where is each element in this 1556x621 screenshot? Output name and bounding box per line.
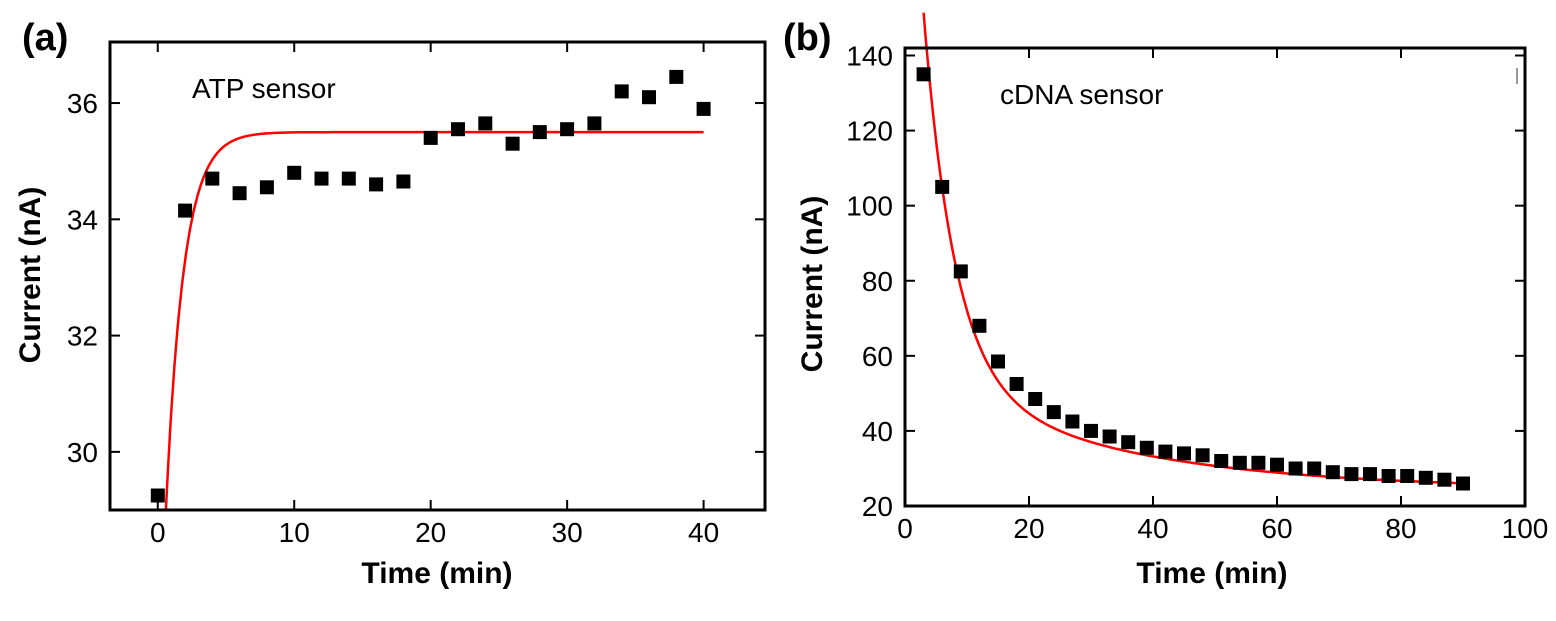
data-point [232, 186, 247, 201]
x-tick-label: 0 [150, 517, 166, 548]
y-tick-label: 30 [67, 437, 98, 468]
y-tick-label: 34 [67, 204, 98, 235]
data-point [178, 203, 193, 218]
data-point [423, 130, 438, 145]
panel-b-chart: (b) cDNA sensor Time (min) Current (nA) … [783, 12, 1548, 590]
data-point [614, 84, 629, 99]
panel-a-plot-frame [108, 40, 767, 512]
y-tick-label: 80 [862, 266, 893, 297]
data-point [1195, 448, 1210, 463]
panel-b-x-axis-title: Time (min) [1136, 557, 1287, 590]
data-point [1270, 457, 1284, 472]
y-tick-label: 36 [67, 88, 98, 119]
data-point [560, 122, 575, 137]
data-point [1325, 465, 1340, 480]
data-point [1307, 461, 1322, 476]
panel-b-annotation: cDNA sensor [1000, 79, 1163, 110]
data-point [205, 171, 220, 186]
y-tick-label: 100 [846, 191, 893, 222]
data-point [396, 174, 411, 189]
data-point [532, 125, 547, 140]
data-point [953, 264, 968, 279]
x-tick-label: 40 [688, 517, 719, 548]
data-point [1158, 444, 1173, 459]
data-point [259, 180, 274, 195]
data-point [478, 116, 493, 131]
data-point [341, 171, 356, 186]
data-point [916, 67, 931, 82]
data-point [1121, 435, 1136, 450]
data-point [696, 101, 711, 116]
x-tick-label: 100 [1502, 513, 1549, 544]
data-point [287, 165, 302, 180]
y-tick-label: 140 [846, 41, 893, 72]
data-point [1046, 405, 1061, 420]
data-point [1400, 469, 1415, 483]
data-point [451, 122, 465, 137]
data-point [1028, 392, 1043, 406]
data-point [150, 488, 165, 503]
data-point [1102, 429, 1117, 444]
data-point [314, 171, 329, 186]
data-point [1344, 467, 1359, 482]
data-point [1251, 455, 1266, 470]
x-tick-label: 10 [279, 517, 310, 548]
data-point [1139, 440, 1154, 455]
data-point [1437, 472, 1452, 487]
panel-a-y-axis-title: Current (nA) [14, 187, 47, 364]
data-point [669, 69, 684, 84]
fit-curve [922, 12, 1470, 485]
y-tick-label: 20 [862, 491, 893, 522]
data-point [972, 318, 987, 333]
data-point [935, 179, 950, 194]
data-point [1418, 470, 1433, 485]
data-point [1381, 469, 1396, 483]
panel-b-fit [922, 12, 1470, 485]
x-tick-label: 20 [415, 517, 446, 548]
data-point [1456, 476, 1470, 491]
data-point [1177, 446, 1191, 461]
x-tick-label: 40 [1137, 513, 1168, 544]
panel-b-points [916, 67, 1470, 491]
panel-b-y-axis-title: Current (nA) [796, 196, 829, 373]
panel-a-chart: (a) ATP sensor Time (min) Current (nA) 0… [14, 17, 767, 590]
panel-a-ticks: 0 10 20 30 40 30 32 34 36 [67, 42, 765, 548]
x-tick-label: 60 [1261, 513, 1292, 544]
data-point [642, 90, 656, 105]
data-point [1084, 423, 1098, 438]
panel-a-annotation: ATP sensor [192, 73, 336, 104]
data-point [1363, 467, 1377, 482]
panel-b-label: (b) [783, 17, 832, 59]
y-tick-label: 40 [862, 416, 893, 447]
data-point [1232, 455, 1247, 470]
x-tick-label: 20 [1013, 513, 1044, 544]
panel-a-x-axis-title: Time (min) [361, 557, 512, 590]
data-point [369, 177, 384, 192]
panel-a-points [150, 69, 711, 503]
y-tick-label: 60 [862, 341, 893, 372]
x-tick-label: 0 [897, 513, 913, 544]
data-point [991, 354, 1005, 369]
x-tick-label: 80 [1385, 513, 1416, 544]
data-point [505, 136, 520, 151]
x-tick-label: 30 [552, 517, 583, 548]
y-tick-label: 32 [67, 321, 98, 352]
panel-a-label: (a) [22, 17, 68, 59]
data-point [587, 116, 602, 131]
panel-b-plot-frame [903, 46, 1527, 508]
data-point [1214, 454, 1229, 468]
data-point [1065, 414, 1080, 429]
data-point [1009, 377, 1024, 391]
data-point [1288, 461, 1303, 476]
y-tick-label: 120 [846, 116, 893, 147]
